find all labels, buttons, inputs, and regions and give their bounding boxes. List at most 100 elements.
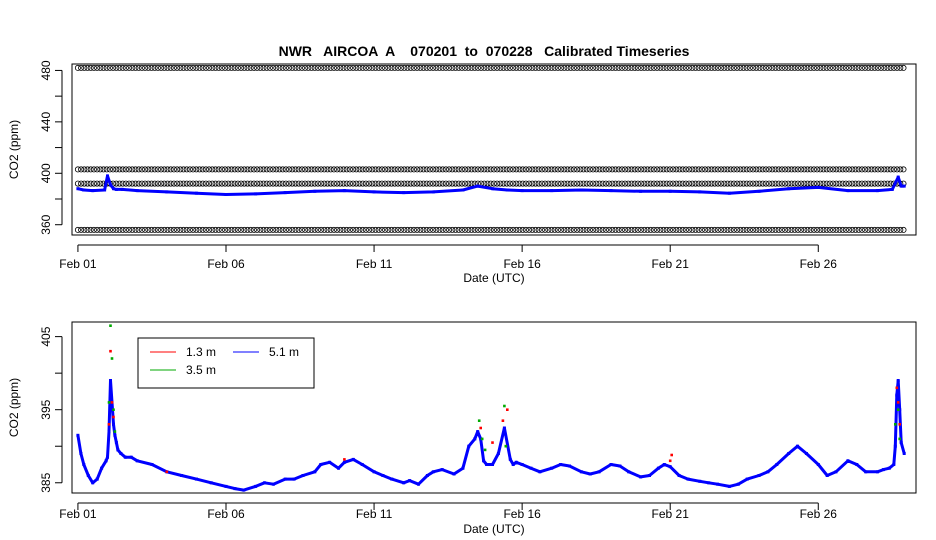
calibration-point [644,226,651,233]
calibration-point [183,166,190,173]
calibration-point [430,64,437,71]
calibration-point [426,226,433,233]
data-point [135,459,139,463]
data-point [787,452,791,455]
calibration-point [849,166,856,173]
calibration-point [250,226,257,233]
data-point [668,459,672,463]
calibration-point [305,226,312,233]
calibration-point [356,180,363,187]
calibration-point [820,64,827,71]
calibration-point [638,180,645,187]
calibration-point [462,166,469,173]
calibration-point [894,226,901,233]
data-point [899,441,903,445]
calibration-point [756,226,763,233]
data-point [116,448,120,452]
calibration-point [753,166,760,173]
calibration-point [529,180,536,187]
calibration-point [212,64,219,71]
calibration-point [865,166,872,173]
calibration-point [647,166,654,173]
calibration-point [631,64,638,71]
calibration-point [350,166,357,173]
data-point [511,463,515,466]
calibration-point [881,166,888,173]
calibration-point [295,166,302,173]
calibration-point [90,166,97,173]
calibration-point [465,64,472,71]
calibration-point [391,226,398,233]
x-tick-label: Feb 26 [800,257,838,271]
data-point [896,175,900,179]
calibration-point [180,64,187,71]
calibration-point [129,180,136,187]
calibration-point [164,180,171,187]
calibration-point [558,64,565,71]
data-point [476,430,480,434]
calibration-point [177,64,184,71]
calibration-point [84,64,91,71]
calibration-point [484,64,491,71]
calibration-point [766,64,773,71]
calibration-point [615,166,622,173]
calibration-point [574,166,581,173]
calibration-point [382,64,389,71]
data-point [483,448,487,452]
calibration-point [359,180,366,187]
calibration-point [721,166,728,173]
calibration-point [417,226,424,233]
data-point [896,408,900,411]
calibration-point [778,226,785,233]
data-point [491,187,494,191]
calibration-point [798,226,805,233]
calibration-point [718,166,725,173]
calibration-point [814,64,821,71]
calibration-point [126,166,133,173]
calibration-point [391,64,398,71]
calibration-point [631,180,638,187]
data-point [627,470,631,474]
calibration-point [346,64,353,71]
calibration-point [513,166,520,173]
calibration-point [654,180,661,187]
calibration-point [542,180,549,187]
calibration-point [583,64,590,71]
calibration-point [628,180,635,187]
calibration-point [743,226,750,233]
calibration-point [151,226,158,233]
calibration-point [510,180,517,187]
calibration-point [663,180,670,187]
data-point [431,470,435,474]
calibration-point [250,180,257,187]
calibration-point [218,226,225,233]
calibration-point [190,166,197,173]
calibration-point [266,166,273,173]
calibration-point [177,180,184,187]
calibration-point [410,166,417,173]
data-point [502,426,506,430]
calibration-point [714,166,721,173]
calibration-point [798,180,805,187]
calibration-point [423,226,430,233]
calibration-point [334,180,341,187]
calibration-point [887,180,894,187]
data-point [107,430,111,434]
calibration-point [887,64,894,71]
calibration-point [836,64,843,71]
calibration-point [897,226,904,233]
calibration-point [279,180,286,187]
calibration-point [551,226,558,233]
data-point [588,472,592,476]
calibration-point [190,226,197,233]
calibration-point [606,226,613,233]
calibration-point [148,226,155,233]
calibration-point [238,166,245,173]
calibration-point [430,180,437,187]
calibration-point [855,226,862,233]
calibration-point [711,166,718,173]
calibration-point [769,226,776,233]
calibration-point [497,64,504,71]
calibration-point [474,64,481,71]
calibration-point [622,64,629,71]
